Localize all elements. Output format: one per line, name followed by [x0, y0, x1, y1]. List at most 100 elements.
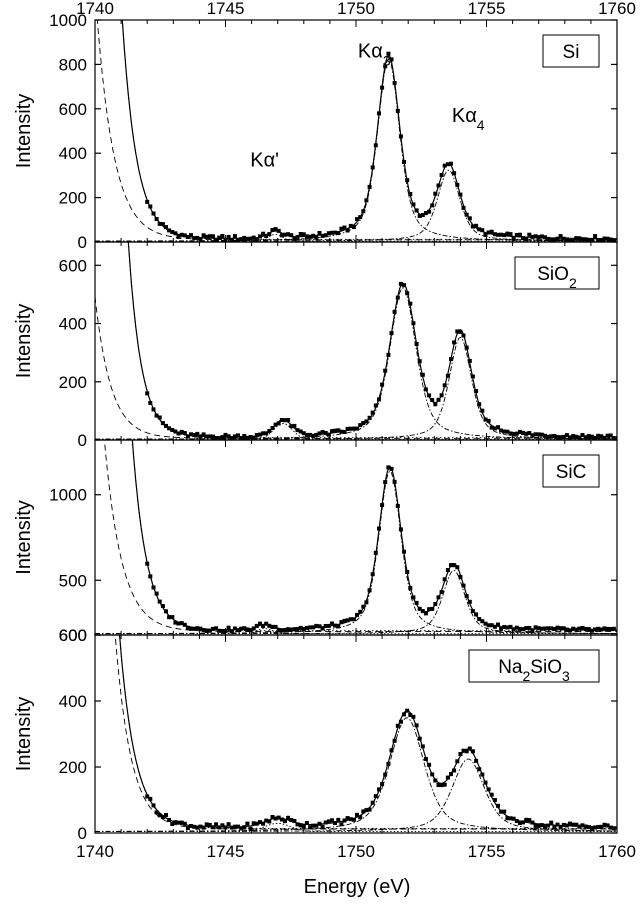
data-point: [320, 430, 325, 434]
data-point: [608, 627, 613, 631]
y-tick-label: 600: [59, 626, 87, 645]
data-point: [511, 237, 516, 241]
data-point: [568, 821, 572, 826]
peak-component-1: [95, 58, 617, 242]
data-point: [543, 626, 547, 631]
data-point: [217, 235, 222, 240]
data-point: [154, 810, 159, 815]
data-point: [270, 815, 275, 819]
background-curve-dashed: [95, 296, 617, 439]
y-axis-title: Intensity: [13, 94, 35, 168]
data-point: [160, 222, 165, 227]
data-point: [201, 825, 206, 830]
y-tick-label: 400: [59, 315, 87, 334]
data-point: [317, 231, 322, 235]
data-point: [283, 628, 287, 632]
data-point: [320, 824, 325, 829]
data-point: [195, 431, 200, 436]
data-point: [232, 626, 237, 631]
data-point: [521, 430, 525, 435]
data-point: [185, 625, 190, 630]
plot-area: [95, 242, 617, 440]
x-tick-label-bottom: 1745: [207, 842, 245, 861]
data-point: [527, 626, 532, 630]
data-point: [486, 623, 491, 628]
data-point: [157, 415, 162, 420]
data-point: [514, 233, 519, 237]
data-point: [330, 621, 334, 626]
data-point: [301, 627, 306, 631]
data-point: [530, 433, 535, 438]
background-curve-dotted: [121, 20, 617, 240]
y-tick-label: 0: [78, 431, 87, 450]
data-point: [173, 620, 178, 625]
data-point: [336, 231, 341, 236]
data-point: [348, 426, 353, 431]
data-point: [226, 822, 231, 827]
y-tick-label: 200: [59, 758, 87, 777]
data-point: [261, 231, 266, 236]
data-point: [480, 228, 485, 233]
data-point: [314, 823, 319, 828]
data-point: [577, 435, 582, 440]
data-point: [192, 626, 197, 631]
data-point: [593, 825, 598, 830]
data-point: [301, 431, 306, 436]
data-point: [283, 819, 287, 824]
data-point: [326, 432, 331, 437]
data-point: [192, 236, 197, 241]
data-point: [314, 235, 319, 240]
data-point: [558, 435, 563, 440]
data-point: [445, 162, 450, 167]
data-point: [164, 813, 168, 817]
data-point: [345, 228, 350, 233]
data-point: [245, 236, 250, 241]
data-point: [546, 435, 551, 440]
data-point: [511, 432, 516, 437]
peak-component-1: [95, 287, 617, 440]
data-point: [583, 435, 588, 440]
data-point: [201, 432, 206, 437]
data-point: [552, 825, 557, 830]
data-point: [593, 436, 598, 440]
data-point: [207, 628, 212, 633]
data-point: [511, 627, 516, 632]
data-point: [330, 429, 334, 434]
data-point: [611, 238, 616, 242]
y-tick-label: 0: [78, 233, 87, 252]
data-point: [608, 433, 613, 438]
y-tick-label: 1000: [49, 11, 87, 30]
data-point: [236, 433, 240, 438]
data-point: [402, 283, 406, 288]
data-point: [521, 627, 525, 632]
panel-2: 0 200 400 600 Intensity SiO2: [13, 241, 618, 450]
y-tick-label: 400: [59, 144, 87, 163]
x-tick-label-top: 1760: [598, 0, 636, 18]
x-tick-label-bottom: 1755: [468, 842, 506, 861]
data-point: [533, 234, 538, 239]
data-point: [220, 234, 225, 238]
data-point: [602, 822, 607, 827]
data-point: [364, 600, 369, 605]
data-point: [211, 234, 215, 239]
data-point: [361, 421, 366, 425]
data-point: [499, 428, 504, 433]
data-point: [258, 621, 262, 626]
y-tick-label: 200: [59, 189, 87, 208]
panel-label-box: [468, 649, 600, 683]
y-axis-title: Intensity: [13, 304, 35, 378]
peak-component-2: [95, 169, 617, 242]
data-point: [195, 825, 200, 830]
data-point: [552, 238, 557, 242]
data-point: [499, 626, 504, 631]
data-point: [276, 421, 281, 426]
bottom-x-axis: 1740 1745 1750 1755 1760: [76, 842, 636, 861]
data-point: [248, 826, 253, 831]
data-point: [270, 228, 275, 232]
data-point: [251, 821, 256, 826]
data-point: [571, 822, 576, 827]
data-point: [304, 821, 309, 825]
data-point: [608, 237, 613, 242]
data-point: [474, 758, 479, 763]
